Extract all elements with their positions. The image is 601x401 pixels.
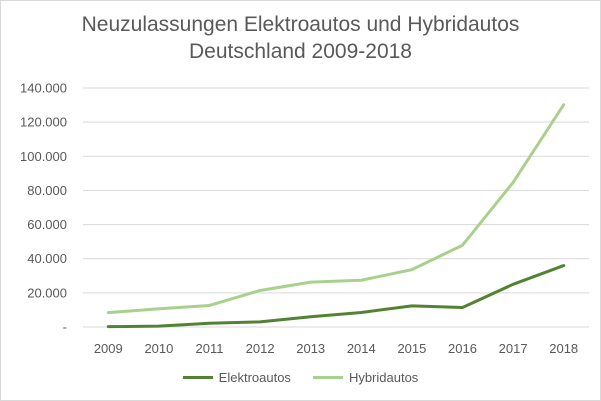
x-axis-ticks: 2009 2010 2011 2012 2013 2014 2015 2016 2017 2018 xyxy=(94,341,578,356)
x-tick-label: 2010 xyxy=(144,341,173,356)
legend-item-elektroautos: Elektroautos xyxy=(182,370,291,385)
y-tick-label: - xyxy=(63,320,67,335)
x-tick-label: 2011 xyxy=(196,341,224,356)
y-tick-label: 140.000 xyxy=(20,81,67,96)
legend-swatch-elektroautos xyxy=(182,376,213,379)
x-tick-label: 2014 xyxy=(347,341,376,356)
y-tick-label: 40.000 xyxy=(27,251,67,266)
legend-label-elektroautos: Elektroautos xyxy=(218,370,291,385)
chart-title: Neuzulassungen Elektroautos und Hybridau… xyxy=(1,11,600,65)
y-tick-label: 100.000 xyxy=(20,149,67,164)
chart-title-line-1: Neuzulassungen Elektroautos und Hybridau… xyxy=(81,13,520,36)
series-line-hybridautos xyxy=(106,103,566,315)
x-tick-label: 2016 xyxy=(448,341,477,356)
y-tick-label: 20.000 xyxy=(27,285,67,300)
chart-title-line-2: Deutschland 2009-2018 xyxy=(188,40,412,63)
y-axis-ticks: - 20.000 40.000 60.000 80.000 100.000 120.000 1… xyxy=(20,81,67,335)
series-line-elektroautos xyxy=(106,264,566,329)
y-tick-label: 60.000 xyxy=(27,217,67,232)
y-tick-label: 80.000 xyxy=(27,183,67,198)
x-tick-label: 2018 xyxy=(549,341,578,356)
legend-item-hybridautos: Hybridautos xyxy=(312,370,419,385)
legend-label-hybridautos: Hybridautos xyxy=(348,370,419,385)
x-tick-label: 2012 xyxy=(246,341,275,356)
x-tick-label: 2015 xyxy=(397,341,426,356)
x-tick-label: 2009 xyxy=(94,341,123,356)
series-lines xyxy=(106,103,566,329)
legend: Elektroautos Hybridautos xyxy=(1,370,600,385)
legend-swatch-hybridautos xyxy=(312,376,343,379)
y-tick-label: 120.000 xyxy=(20,115,67,130)
x-tick-label: 2013 xyxy=(296,341,325,356)
gridlines xyxy=(83,87,589,328)
x-tick-label: 2017 xyxy=(499,341,528,356)
